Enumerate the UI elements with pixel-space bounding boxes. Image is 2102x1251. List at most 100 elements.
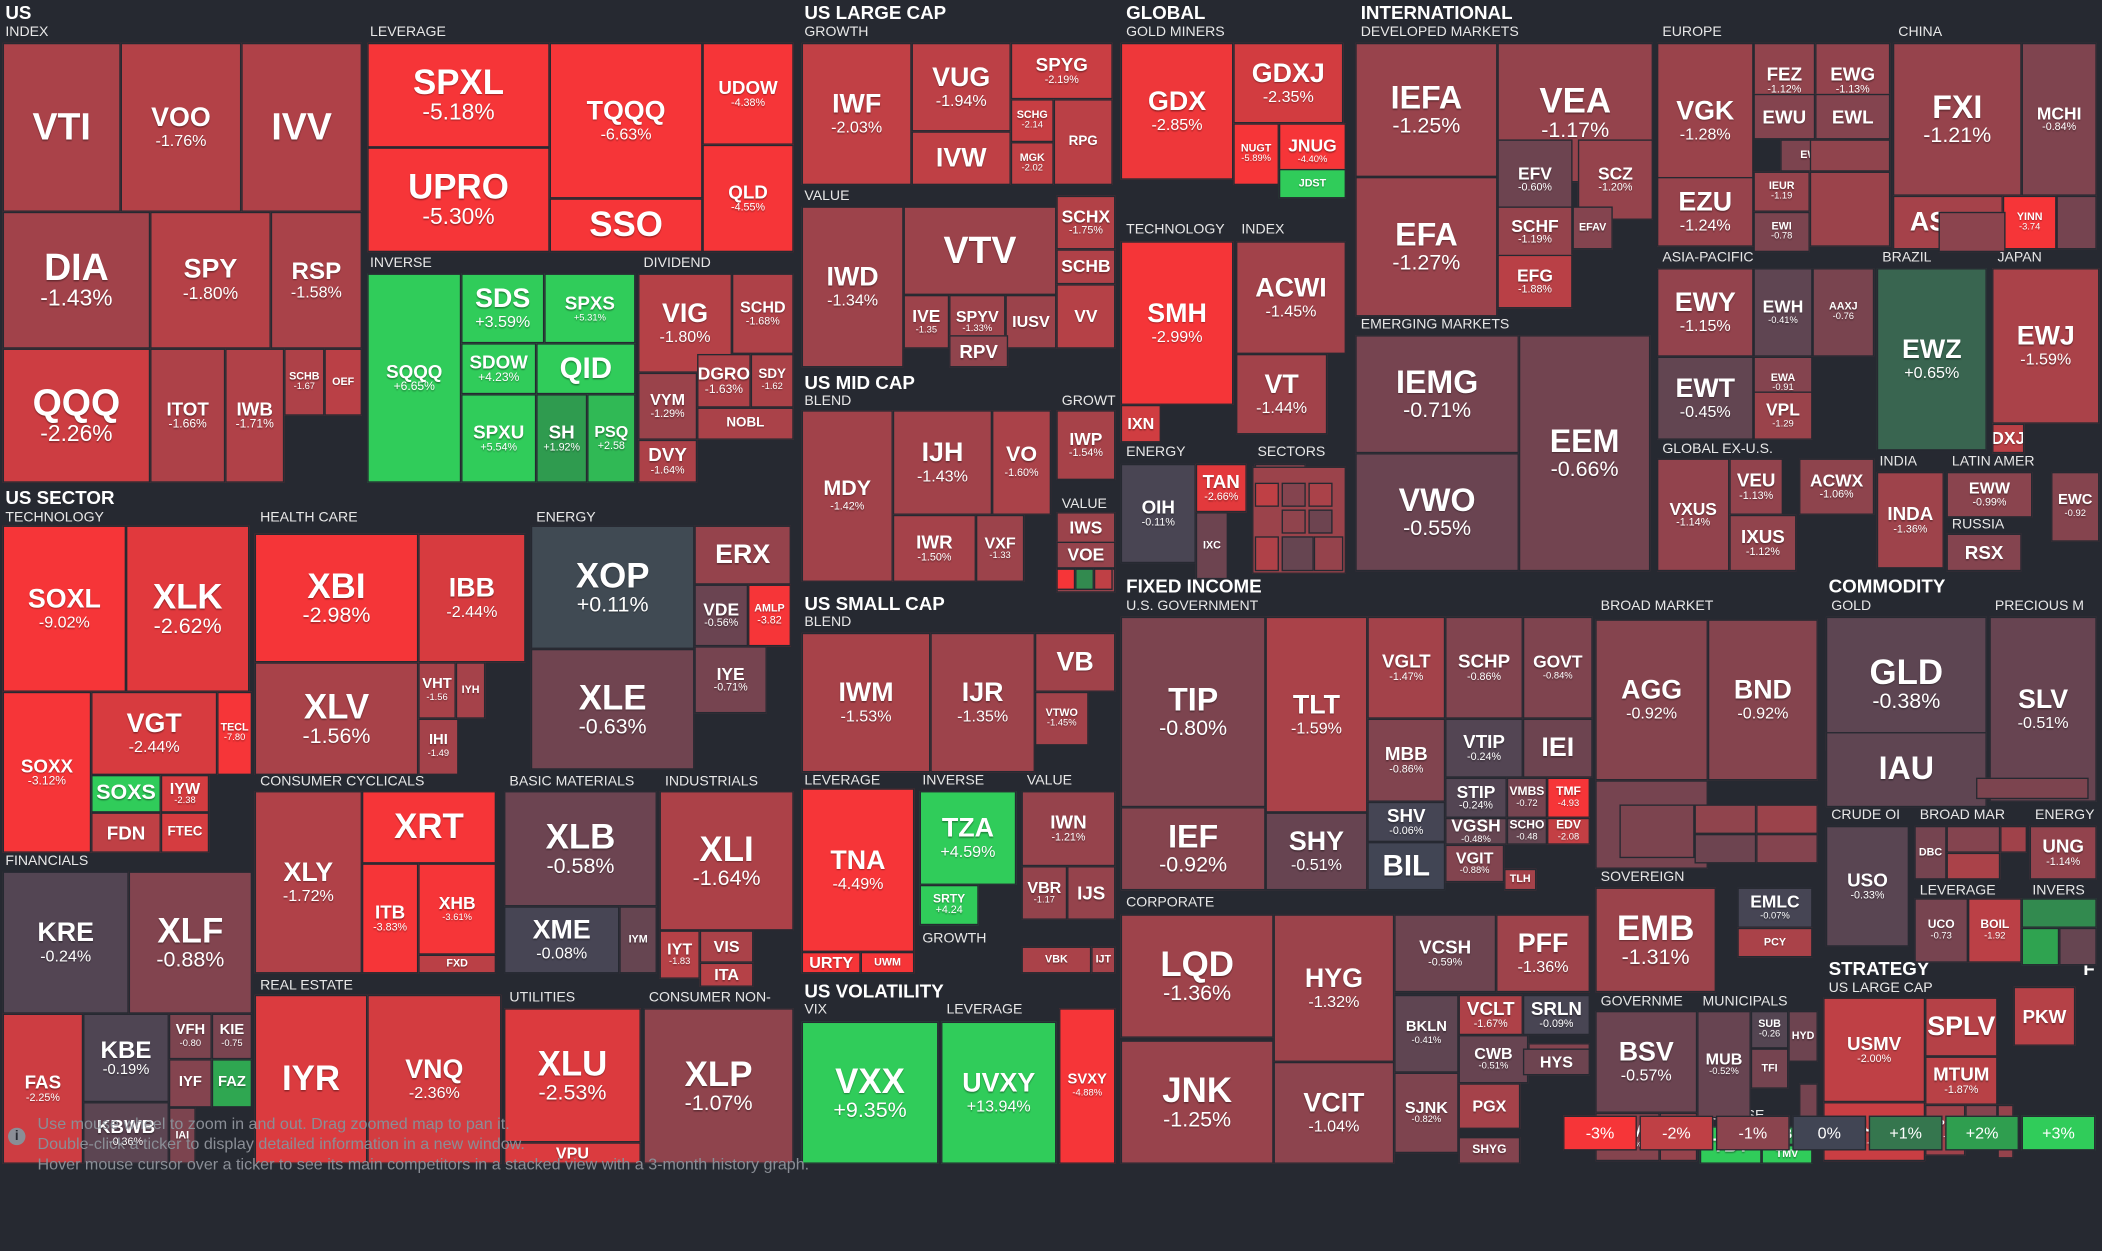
tile-iyf[interactable]: IYF: [168, 1059, 212, 1108]
tile-xly[interactable]: XLY -1.72%: [254, 791, 362, 974]
tile-tan[interactable]: TAN -2.66%: [1195, 463, 1247, 513]
tile-vb[interactable]: VB: [1034, 632, 1116, 692]
tile-kie[interactable]: KIE -0.75: [211, 1013, 253, 1060]
tile-acwx[interactable]: ACWX -1.06%: [1799, 458, 1875, 515]
tile-xlv[interactable]: XLV -1.56%: [254, 662, 419, 775]
tile-vtwo[interactable]: VTWO -1.45%: [1034, 691, 1089, 746]
tile-nugt[interactable]: NUGT -5.89%: [1233, 123, 1279, 186]
tile-xrt[interactable]: XRT: [361, 791, 497, 864]
tile-pff[interactable]: PFF -1.36%: [1496, 914, 1590, 993]
tile-sh[interactable]: SH +1.92%: [536, 394, 588, 483]
tile-edv[interactable]: EDV -2.08: [1547, 817, 1590, 845]
tile-splv[interactable]: SPLV: [1925, 997, 1998, 1057]
tile-sub[interactable]: SUB -0.26: [1750, 1010, 1789, 1049]
tile-boil[interactable]: BOIL -1.92: [1968, 898, 2022, 963]
tile-vgk[interactable]: VGK -1.28%: [1656, 42, 1754, 199]
tile-vt[interactable]: VT -1.44%: [1236, 353, 1328, 435]
tile-sso[interactable]: SSO: [549, 198, 703, 253]
tile-mgk[interactable]: MGK -2.02: [1010, 142, 1054, 186]
tile-vnq[interactable]: VNQ -2.36%: [367, 994, 502, 1164]
tile-spxs[interactable]: SPXS +5.31%: [544, 273, 636, 344]
tile-pkw[interactable]: PKW: [2013, 986, 2076, 1046]
tile-hyd[interactable]: HYD: [1788, 1010, 1818, 1062]
tile-schf[interactable]: SCHF -1.19%: [1497, 206, 1573, 258]
small-tile[interactable]: [2021, 927, 2060, 966]
small-tile[interactable]: [1281, 509, 1306, 534]
tile-tlt[interactable]: TLT -1.59%: [1265, 616, 1368, 813]
tile-nobl[interactable]: NOBL: [697, 407, 794, 440]
tile-schd[interactable]: SCHD -1.68%: [731, 273, 794, 354]
tile-ibb[interactable]: IBB -2.44%: [418, 533, 526, 663]
tile-scho[interactable]: SCHO -0.48: [1506, 817, 1548, 845]
tile-efg[interactable]: EFG -1.88%: [1497, 254, 1573, 309]
tile-iws[interactable]: IWS: [1056, 512, 1116, 545]
tile-schx[interactable]: SCHX -1.75%: [1056, 195, 1116, 250]
tile-vbk[interactable]: VBK: [1021, 946, 1092, 974]
tile-vv[interactable]: VV: [1056, 284, 1116, 349]
tile-ewl[interactable]: EWL: [1815, 93, 1891, 140]
tile-vfh[interactable]: VFH -0.80: [168, 1013, 212, 1060]
tile-ewj[interactable]: EWJ -1.59%: [1992, 268, 2100, 424]
tile-vglt[interactable]: VGLT -1.47%: [1367, 616, 1446, 719]
tile-gld[interactable]: GLD -0.38%: [1825, 616, 1987, 751]
tile-bil[interactable]: BIL: [1367, 842, 1446, 891]
tile-ijs[interactable]: IJS: [1067, 866, 1116, 920]
small-tile[interactable]: [1938, 211, 2006, 253]
tile-vgt[interactable]: VGT -2.44%: [91, 691, 218, 775]
tile-ijh[interactable]: IJH -1.43%: [892, 410, 993, 515]
tile-jnk[interactable]: JNK -1.25%: [1120, 1040, 1274, 1164]
tile-lqd[interactable]: LQD -1.36%: [1120, 914, 1274, 1038]
tile-xlb[interactable]: XLB -0.58%: [504, 791, 657, 907]
tile-acwi[interactable]: ACWI -1.45%: [1236, 241, 1346, 354]
tile-emb[interactable]: EMB -1.31%: [1595, 887, 1716, 993]
tile-eem[interactable]: EEM -0.66%: [1518, 335, 1651, 572]
tile-vgsh[interactable]: VGSH -0.48%: [1445, 817, 1507, 845]
tile-bkln[interactable]: BKLN -0.41%: [1394, 994, 1459, 1073]
tile-ijr[interactable]: IJR -1.35%: [930, 632, 1035, 773]
tile-ief[interactable]: IEF -0.92%: [1120, 807, 1266, 891]
tile-itb[interactable]: ITB -3.83%: [361, 863, 419, 974]
tile-ung[interactable]: UNG -1.14%: [2029, 825, 2097, 880]
tile-ezu[interactable]: EZU -1.24%: [1656, 176, 1754, 247]
tile-vxf[interactable]: VXF -1.33: [975, 514, 1025, 582]
tile-uwm[interactable]: UWM: [860, 951, 915, 974]
tile-xme[interactable]: XME -0.08%: [504, 906, 620, 974]
tile-dia[interactable]: DIA -1.43%: [2, 211, 151, 349]
tile-sdy[interactable]: SDY -1.62: [750, 353, 794, 408]
tile-ixus[interactable]: IXUS -1.12%: [1729, 514, 1797, 572]
tile-oef[interactable]: OEF: [324, 348, 362, 416]
tile-sjnk[interactable]: SJNK -0.82%: [1394, 1072, 1459, 1154]
small-tile[interactable]: [1254, 482, 1279, 507]
small-tile[interactable]: [1254, 536, 1279, 572]
tile-iyt[interactable]: IYT -1.83: [659, 930, 700, 979]
tile-hys[interactable]: HYS: [1522, 1048, 1590, 1076]
tile-eww[interactable]: EWW -0.99%: [1946, 471, 2033, 518]
tile-ewh[interactable]: EWH -0.41%: [1753, 268, 1813, 357]
tile-vtip[interactable]: VTIP -0.24%: [1445, 718, 1523, 778]
tile-ewu[interactable]: EWU: [1753, 93, 1816, 140]
tile-sdow[interactable]: SDOW +4.23%: [461, 343, 537, 395]
small-tile[interactable]: [1093, 568, 1113, 590]
tile-iwn[interactable]: IWN -1.21%: [1021, 791, 1116, 867]
tile-vug[interactable]: VUG -1.94%: [911, 42, 1011, 132]
tile-tfi[interactable]: TFI: [1750, 1048, 1789, 1089]
tile-tza[interactable]: TZA +4.59%: [919, 791, 1017, 885]
tile-iyw[interactable]: IYW -2.38: [160, 774, 210, 813]
tile-shv[interactable]: SHV -0.06%: [1367, 801, 1446, 843]
tile-ihi[interactable]: IHI -1.49: [418, 718, 459, 775]
tile-pgx[interactable]: PGX: [1458, 1083, 1521, 1129]
tile-mbb[interactable]: MBB -0.86%: [1367, 718, 1446, 802]
tile-rsx[interactable]: RSX: [1946, 533, 2022, 572]
tile-xli[interactable]: XLI -1.64%: [659, 791, 794, 931]
tile-vcsh[interactable]: VCSH -0.59%: [1394, 914, 1497, 993]
tile-erx[interactable]: ERX: [694, 525, 791, 585]
tile-urty[interactable]: URTY: [801, 951, 861, 974]
tile-gdxj[interactable]: GDXJ -2.35%: [1233, 42, 1344, 124]
small-tile[interactable]: [1694, 833, 1757, 864]
tile-iei[interactable]: IEI: [1522, 718, 1593, 778]
tile-spxl[interactable]: SPXL -5.18%: [367, 42, 550, 148]
tile-ftec[interactable]: FTEC: [160, 812, 210, 853]
tile-fxi[interactable]: FXI -1.21%: [1892, 42, 2022, 196]
tile-iwb[interactable]: IWB -1.71%: [225, 348, 285, 483]
tile-soxs[interactable]: SOXS: [91, 774, 161, 813]
